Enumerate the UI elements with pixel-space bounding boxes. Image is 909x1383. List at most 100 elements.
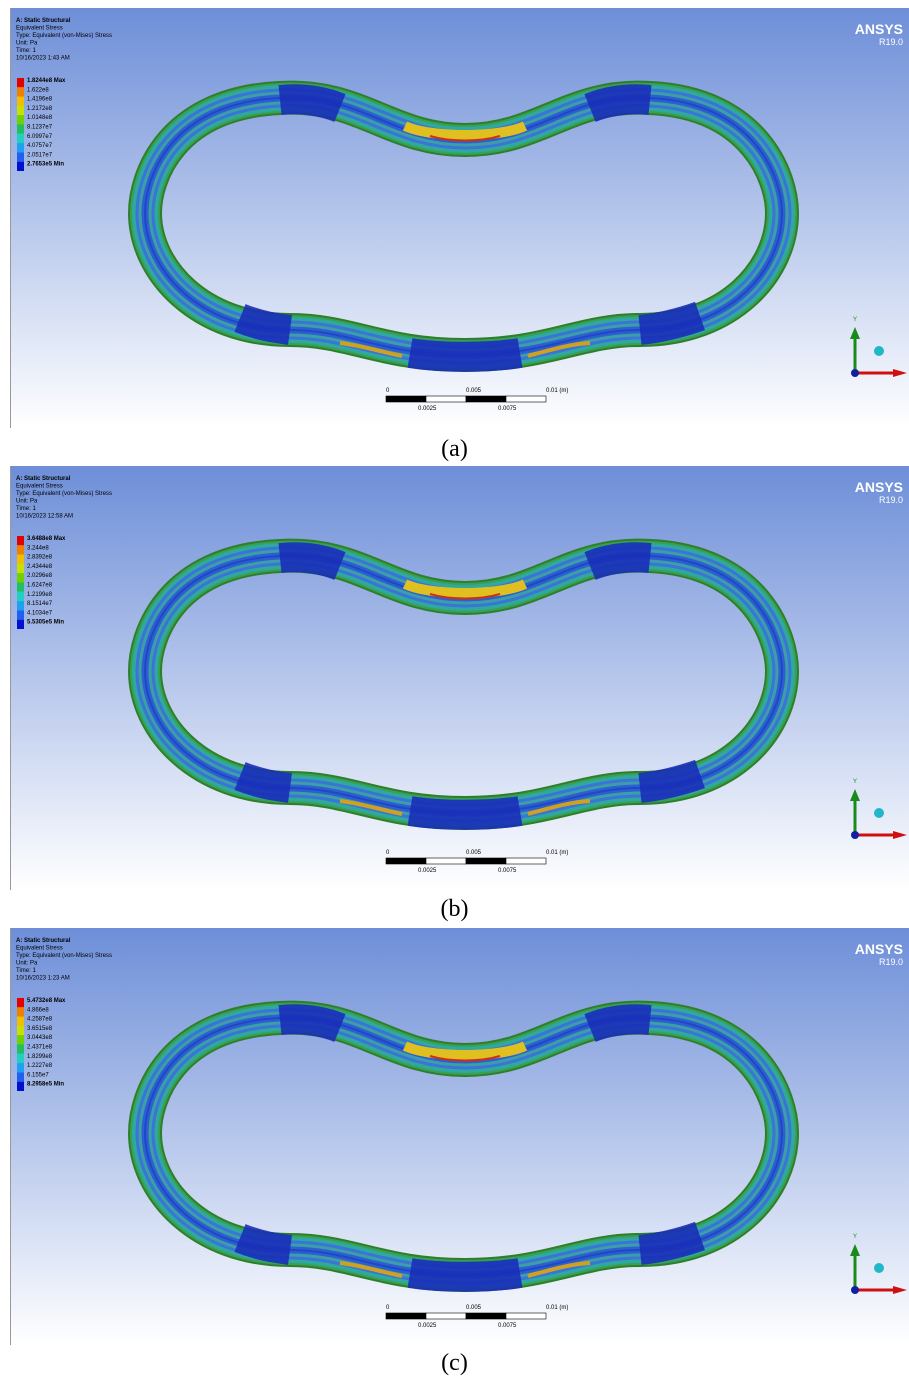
legend-label: 1.2199e8 [27,592,53,598]
low-stress-zone [280,557,340,566]
low-stress-zone [590,99,650,108]
legend-label: 1.8299e8 [27,1054,53,1060]
legend-swatch [17,536,24,545]
scale-segment [506,396,546,402]
legend-label: 2.0296e8 [27,573,53,579]
header-line: A: Static Structural [16,938,71,944]
legend-swatch [17,573,24,582]
legend-label: 1.4196e8 [27,97,53,103]
legend-swatch [17,1072,24,1081]
scale-label: 0.01 (m) [546,1305,568,1311]
legend-swatch [17,610,24,619]
scale-segment [466,1313,506,1319]
scale-segment [466,396,506,402]
legend-swatch [17,125,24,134]
scale-label: 0.005 [466,388,482,394]
scale-segment [466,858,506,864]
legend-label: 4.1034e7 [27,610,53,616]
low-stress-zone [590,1019,650,1028]
legend-label: 4.2587e8 [27,1017,53,1023]
legend-label: 2.0517e7 [27,152,53,158]
legend-swatch [17,998,24,1007]
legend-swatch [17,152,24,161]
legend-swatch [17,143,24,152]
low-stress-zone [410,1273,520,1277]
legend-swatch [17,1063,24,1072]
legend-swatch [17,601,24,610]
view-sphere [874,346,884,356]
legend-label: 4.866e8 [27,1007,49,1013]
caption: (a) [0,436,909,463]
scale-segment [426,1313,466,1319]
legend-swatch [17,555,24,564]
scale-label: 0.0025 [418,1323,437,1329]
scale-segment [386,396,426,402]
legend-swatch [17,1082,24,1091]
scale-label: 0.0025 [418,868,437,874]
low-stress-zone [280,99,340,108]
low-stress-zone [280,1019,340,1028]
header-line: A: Static Structural [16,476,71,482]
header-line: Unit: Pa [16,499,38,505]
legend-label: 2.4344e8 [27,564,53,570]
scale-label: 0.01 (m) [546,850,568,856]
version: R19.0 [879,37,903,47]
legend-label: 2.4371e8 [27,1045,53,1051]
header-line: Time: 1 [16,968,36,974]
low-stress-zone [410,353,520,357]
legend-swatch [17,545,24,554]
header-line: 10/16/2023 1:43 AM [16,56,70,62]
legend-label: 8.1237e7 [27,125,53,131]
legend-label: 3.6488e8 Max [27,536,66,542]
legend-swatch [17,78,24,87]
low-stress-zone [640,1236,700,1250]
low-stress-zone [240,776,290,788]
legend-swatch [17,106,24,115]
header-line: Type: Equivalent (von-Mises) Stress [16,33,112,39]
header-line: Type: Equivalent (von-Mises) Stress [16,953,112,959]
legend-label: 4.0757e7 [27,143,53,149]
scale-segment [506,858,546,864]
legend-label: 5.4732e8 Max [27,998,66,1004]
scale-segment [426,858,466,864]
version: R19.0 [879,495,903,505]
legend-label: 3.6515e8 [27,1026,53,1032]
scale-label: 0.005 [466,1305,482,1311]
legend-label: 6.155e7 [27,1072,49,1078]
viewport: A: Static StructuralEquivalent StressTyp… [10,8,909,428]
low-stress-zone [640,774,700,788]
legend-swatch [17,1054,24,1063]
legend-swatch [17,162,24,171]
axis-z [851,1286,859,1294]
legend-label: 2.8392e8 [27,555,53,561]
header-line: 10/16/2023 12:58 AM [16,514,73,520]
scale-label: 0.0075 [498,1323,517,1329]
header-line: Equivalent Stress [16,946,63,952]
legend-swatch [17,87,24,96]
axis-label: Y [853,1234,857,1240]
low-stress-zone [410,811,520,815]
axis-z [851,831,859,839]
legend-label: 1.2227e8 [27,1063,53,1069]
header-line: Time: 1 [16,506,36,512]
scale-segment [426,396,466,402]
legend-label: 1.622e8 [27,87,49,93]
header-line: Unit: Pa [16,41,38,47]
legend-swatch [17,564,24,573]
legend-label: 1.8244e8 Max [27,78,66,84]
scale-label: 0.0075 [498,868,517,874]
axis-label: Y [853,317,857,323]
header-line: 10/16/2023 1:23 AM [16,976,70,982]
legend-swatch [17,1026,24,1035]
legend-label: 8.1514e7 [27,601,53,607]
scale-label: 0.0025 [418,406,437,412]
scale-segment [386,858,426,864]
low-stress-zone [640,316,700,330]
legend-swatch [17,115,24,124]
legend-label: 3.244e8 [27,545,49,551]
legend-swatch [17,1007,24,1016]
legend-swatch [17,592,24,601]
scale-label: 0.0075 [498,406,517,412]
